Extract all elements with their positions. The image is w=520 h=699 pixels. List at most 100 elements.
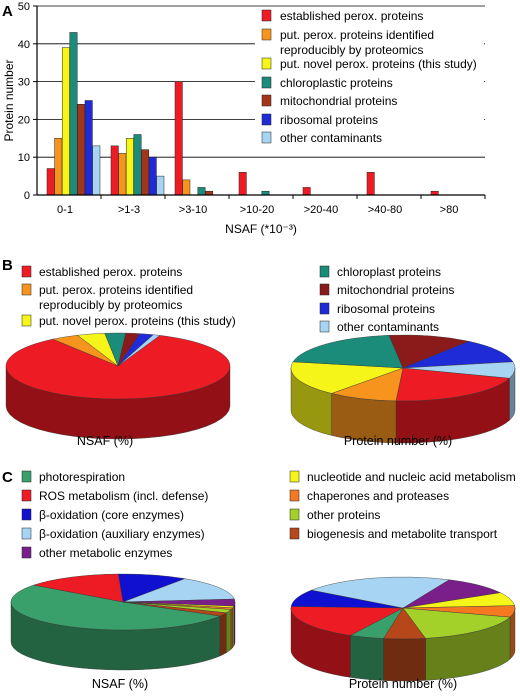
x-tick-label: >80 — [440, 204, 459, 216]
pie-slice — [117, 334, 161, 367]
legend-swatch — [261, 113, 272, 126]
legend-entry: put. perox. proteins identified — [280, 28, 434, 42]
legend-entry: established perox. proteins — [39, 265, 182, 279]
bar — [125, 138, 134, 196]
pie-slice — [383, 607, 426, 640]
pie-side — [383, 638, 426, 682]
bar — [156, 175, 165, 196]
pie-c-protein-title: Protein number (%) — [349, 677, 457, 691]
panel-label-c: C — [2, 469, 13, 486]
x-tick-label: >40-80 — [368, 204, 403, 216]
bar — [197, 187, 206, 196]
pie-slice — [310, 576, 450, 609]
bar — [366, 172, 375, 196]
pie-legend-b: established perox. proteins put. perox. p… — [21, 265, 454, 334]
legend-entry: reproducibly by proteomics — [39, 298, 182, 312]
legend-entry: ribosomal proteins — [280, 113, 378, 127]
legend-entry: chloroplastic proteins — [280, 76, 393, 90]
bar — [61, 47, 70, 196]
bar — [69, 32, 78, 196]
legend-entry: chloroplast proteins — [337, 265, 441, 279]
pie-chart-c-nsaf — [10, 573, 236, 671]
legend-swatch — [261, 94, 272, 107]
legend-entry: other metabolic enzymes — [39, 546, 172, 560]
bar — [46, 168, 55, 196]
legend-swatch — [261, 76, 272, 89]
legend-entry: put. perox. proteins identified — [39, 283, 193, 297]
pie-slice — [290, 606, 404, 636]
legend-entry: reproducibly by proteomics — [280, 43, 423, 57]
pie-slice — [388, 334, 470, 369]
legend-swatch — [319, 302, 330, 315]
x-tick-label: >1-3 — [118, 204, 140, 216]
pie-chart-c-protein-number — [290, 576, 516, 682]
legend-swatch — [261, 57, 272, 70]
legend-entry: mitochondrial proteins — [280, 94, 397, 108]
legend-swatch — [319, 320, 330, 333]
bar-legend: established perox. proteins put. perox. p… — [255, 7, 484, 151]
bar — [148, 156, 157, 196]
legend-entry: biogenesis and metabolite transport — [307, 527, 498, 541]
bar — [238, 172, 247, 196]
pie-chart-b-nsaf — [5, 332, 231, 440]
bar — [77, 104, 86, 196]
legend-swatch — [21, 527, 32, 540]
x-tick-label: 0-1 — [57, 204, 73, 216]
legend-swatch — [21, 265, 32, 278]
panel-label-a: A — [2, 3, 13, 20]
pie-slice — [290, 361, 404, 394]
y-tick-label: 10 — [18, 152, 30, 164]
pie-slice — [122, 578, 235, 603]
pie-slice — [402, 607, 511, 639]
bar — [110, 145, 119, 196]
legend-swatch — [289, 470, 300, 483]
legend-swatch — [261, 131, 272, 144]
legend-swatch — [21, 470, 32, 483]
legend-entry: other contaminants — [280, 131, 382, 145]
legend-entry: β-oxidation (core enzymes) — [39, 508, 184, 522]
legend-entry: other proteins — [307, 508, 380, 522]
pie-b-nsaf-title: NSAF (%) — [77, 434, 133, 448]
y-tick-label: 0 — [24, 190, 30, 202]
legend-swatch — [319, 283, 330, 296]
pie-legend-c: photorespiration ROS metabolism (incl. de… — [21, 470, 516, 560]
bar — [174, 81, 183, 196]
legend-swatch — [21, 489, 32, 502]
pie-slice — [395, 367, 510, 402]
bar — [84, 100, 93, 196]
pie-side — [219, 612, 227, 657]
y-tick-label: 40 — [18, 39, 30, 51]
pie-slice — [32, 573, 124, 603]
bar — [141, 149, 150, 196]
x-axis-label: NSAF (*10⁻³) — [225, 222, 297, 236]
legend-swatch — [21, 508, 32, 521]
pie-side — [226, 609, 232, 654]
pie-side — [350, 635, 384, 681]
pie-chart-b-protein-number — [290, 334, 516, 444]
legend-entry: β-oxidation (auxiliary enzymes) — [39, 527, 205, 541]
x-tick-label: >10-20 — [240, 204, 275, 216]
y-tick-label: 30 — [18, 77, 30, 89]
bar — [302, 187, 311, 196]
legend-swatch — [289, 508, 300, 521]
pie-slice — [402, 341, 514, 369]
legend-entry: mitochondrial proteins — [337, 283, 454, 297]
bar-marks — [46, 32, 439, 196]
x-tick-label: >3-10 — [179, 204, 207, 216]
bar-axes: 0 10 20 30 40 50 0-1 >1-3 >3-10 >10-20 >20-40 >40-8… — [18, 1, 486, 216]
legend-entry: ribosomal proteins — [337, 302, 435, 316]
legend-swatch — [289, 527, 300, 540]
bar — [133, 134, 142, 196]
pie-c-nsaf-title: NSAF (%) — [92, 677, 148, 691]
legend-swatch — [21, 546, 32, 559]
pie-side — [230, 607, 233, 650]
pie-b-protein-title: Protein number (%) — [344, 434, 452, 448]
legend-entry: photorespiration — [39, 470, 125, 484]
legend-box — [255, 7, 484, 151]
legend-entry: chaperones and proteases — [307, 489, 449, 503]
legend-swatch — [289, 489, 300, 502]
legend-entry: put. novel perox. proteins (this study) — [280, 57, 477, 71]
x-tick-label: >20-40 — [304, 204, 339, 216]
legend-entry: put. novel perox. proteins (this study) — [39, 314, 236, 328]
